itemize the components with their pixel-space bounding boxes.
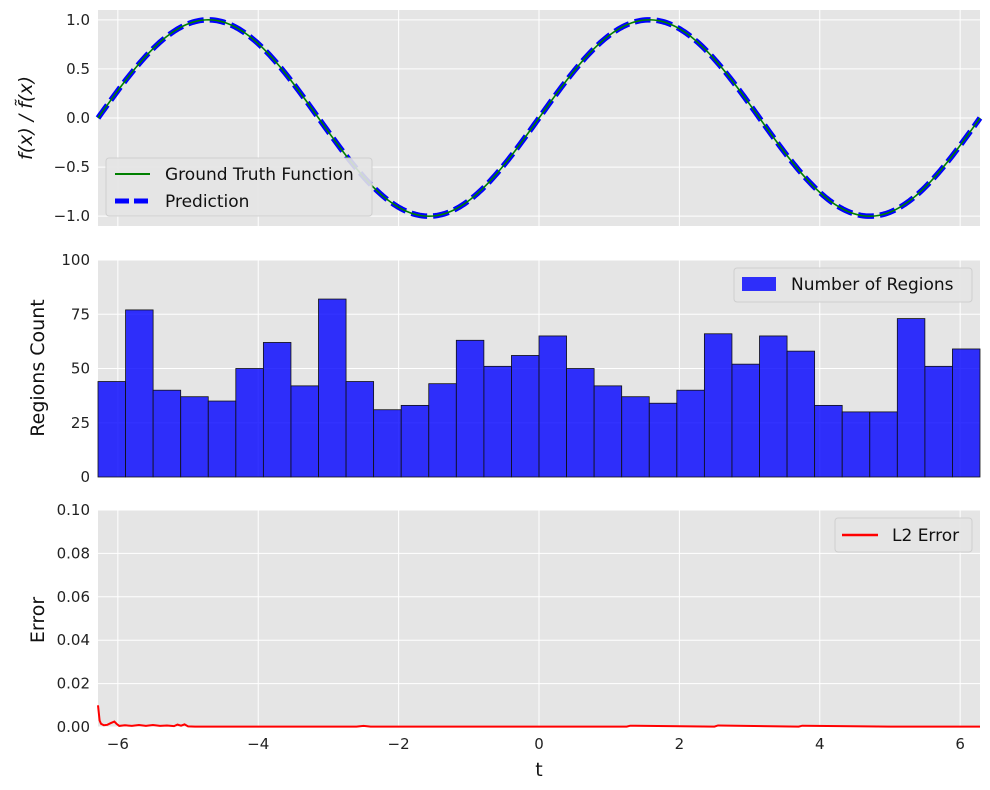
region-bar (869, 411, 898, 478)
regions-legend: Number of Regions (733, 267, 973, 303)
region-bar (180, 396, 209, 478)
x-tick-label: 2 (675, 735, 685, 753)
l2-error-line (97, 705, 980, 728)
y-tick-label: 0.10 (57, 501, 90, 519)
y-tick-label: 50 (71, 360, 90, 378)
y-tick-label: 0.06 (57, 588, 90, 606)
y-tick-label: 25 (71, 414, 90, 432)
region-bar (593, 385, 623, 478)
region-bar (538, 335, 567, 478)
region-bar (814, 404, 843, 478)
y-tick-label: −1.0 (54, 207, 90, 225)
region-bar (345, 381, 375, 478)
error-legend: L2 Error (834, 517, 973, 553)
legend-label-ground-truth: Ground Truth Function (165, 165, 354, 185)
regions-bars (97, 298, 981, 478)
function-y-ticks: −1.0 −0.5 0.0 0.5 1.0 (54, 11, 90, 225)
region-bar (511, 355, 540, 478)
region-bar (97, 381, 126, 478)
function-lines (95, 17, 983, 219)
function-legend-box (105, 157, 373, 217)
function-panel: −1.0 −0.5 0.0 0.5 1.0 f(x) / f̃(x) Ground Tr… (15, 10, 983, 226)
y-tick-label: 0 (80, 468, 90, 486)
region-bar (455, 339, 485, 478)
region-bar (703, 333, 733, 478)
y-tick-label: 0.00 (57, 718, 90, 736)
regions-y-axis-label: Regions Count (27, 299, 49, 436)
region-bar (924, 365, 953, 478)
ground-truth-line (97, 19, 981, 217)
region-bar (400, 404, 430, 478)
y-tick-label: 0.08 (57, 544, 90, 562)
region-bar (483, 365, 512, 478)
y-tick-label: 100 (61, 251, 90, 269)
y-tick-label: −0.5 (54, 158, 90, 176)
region-bar (676, 389, 705, 478)
x-tick-label: 0 (534, 735, 544, 753)
regions-legend-box (733, 267, 973, 303)
error-lines (97, 705, 980, 728)
error-y-axis-label: Error (27, 597, 49, 644)
error-x-axis-label: t (535, 759, 542, 781)
y-tick-label: 0.0 (66, 109, 90, 127)
legend-label-regions: Number of Regions (791, 275, 954, 295)
regions-panel: 0 25 50 75 100 Regions Count Number of Regio… (27, 251, 981, 486)
x-tick-label: −4 (247, 735, 269, 753)
region-bar (125, 309, 154, 478)
region-bar (648, 402, 678, 478)
region-bar (428, 383, 457, 478)
region-bar (262, 342, 292, 478)
legend-label-l2-error: L2 Error (892, 526, 959, 546)
x-tick-label: 4 (815, 735, 825, 753)
y-tick-label: 0.02 (57, 675, 90, 693)
function-y-axis-label: f(x) / f̃(x) (15, 76, 37, 160)
legend-label-prediction: Prediction (165, 192, 249, 212)
region-bar (235, 368, 264, 478)
region-bar (290, 385, 319, 478)
region-bar (786, 350, 816, 478)
region-bar (621, 396, 650, 478)
error-legend-box (834, 517, 973, 553)
legend-swatch-regions (742, 277, 776, 291)
region-bar (373, 409, 402, 478)
region-bar (566, 368, 595, 478)
region-bar (759, 335, 788, 478)
y-tick-label: 0.04 (57, 631, 90, 649)
error-y-ticks: 0.00 0.02 0.04 0.06 0.08 0.10 (57, 501, 90, 736)
region-bar (152, 389, 182, 478)
region-bar (952, 348, 981, 478)
error-panel: 0.00 0.02 0.04 0.06 0.08 0.10 −6 −4 −2 0 2 4 6 Erro… (27, 501, 980, 781)
error-x-ticks: −6 −4 −2 0 2 4 6 (107, 735, 965, 753)
y-tick-label: 1.0 (66, 11, 90, 29)
region-bar (207, 400, 237, 478)
error-grid (98, 509, 980, 728)
function-legend: Ground Truth Function Prediction (105, 157, 373, 217)
x-tick-label: −6 (107, 735, 129, 753)
x-tick-label: 6 (955, 735, 965, 753)
region-bar (318, 298, 347, 478)
x-tick-label: −2 (388, 735, 410, 753)
region-bar (731, 363, 760, 478)
region-bar (841, 411, 871, 478)
y-tick-label: 75 (71, 305, 90, 323)
regions-y-ticks: 0 25 50 75 100 (61, 251, 90, 486)
region-bar (896, 318, 926, 478)
y-tick-label: 0.5 (66, 60, 90, 78)
